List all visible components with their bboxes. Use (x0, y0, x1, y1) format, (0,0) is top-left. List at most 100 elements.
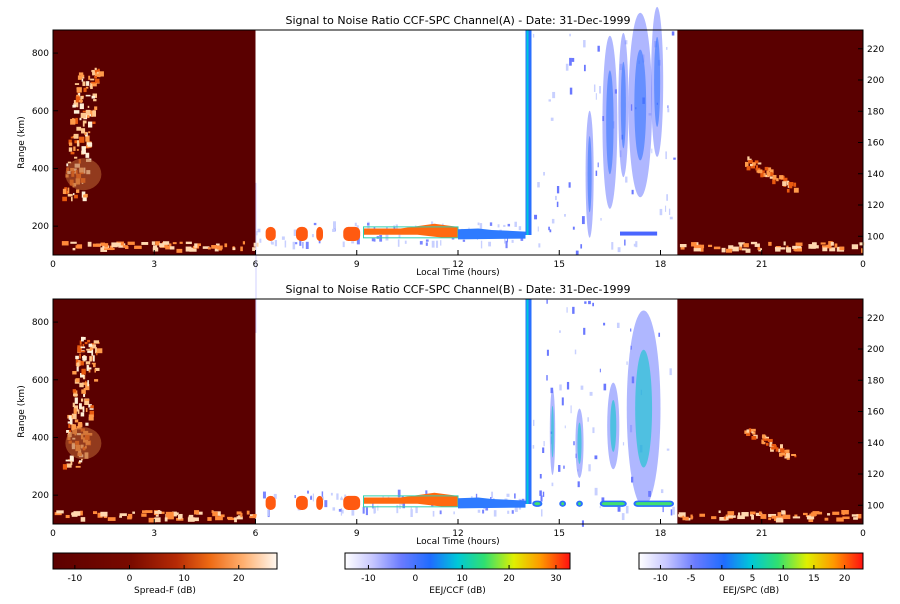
echo-mark (795, 242, 803, 246)
segment-eej-spc (525, 299, 675, 527)
colorbar-tick-label: 30 (550, 574, 562, 584)
ccf-speckle (425, 242, 428, 246)
colorbar-2: -10 -5 0 5 10 15 20 EEJ/SPC (dB) (638, 552, 864, 596)
plume-mark (95, 352, 98, 356)
chart-title: Signal to Noise Ratio CCF-SPC Channel(A)… (286, 14, 631, 27)
x-tick-label: 0 (50, 529, 56, 539)
ccf-speckle (366, 223, 370, 226)
spc-speckle (543, 441, 545, 447)
echo-mark (690, 514, 693, 520)
echo-mark (680, 515, 685, 518)
ccf-speckle (256, 231, 258, 236)
spc-speckle (631, 189, 634, 195)
plume-mark (85, 135, 90, 142)
plume-mark (76, 149, 79, 151)
plume-mark (783, 177, 788, 183)
spc-speckle (583, 327, 586, 335)
echo-mark (72, 247, 76, 251)
plume-mark (89, 410, 95, 418)
spc-speckle (538, 243, 541, 248)
echo-mark (246, 510, 250, 515)
plume-mark (76, 140, 80, 147)
spc-speckle (532, 33, 535, 38)
spc-speckle (566, 381, 570, 390)
spc-speckle (617, 247, 621, 253)
plume-mark (86, 113, 92, 117)
spc-speckle (539, 490, 542, 496)
echo-mark (155, 241, 160, 246)
segment-spread-f (677, 299, 863, 524)
echo-mark (859, 242, 865, 246)
plume-mark (85, 94, 91, 97)
ccf-speckle (332, 228, 336, 232)
spc-band-core (601, 502, 625, 506)
echo-mark (826, 244, 832, 249)
plume-mark (749, 163, 753, 167)
plume-mark (84, 398, 90, 401)
plume-mark (67, 161, 72, 164)
plume-mark (86, 142, 92, 145)
plume-mark (81, 148, 86, 154)
colorbar-tick-label: -10 (653, 574, 668, 584)
spc-band (620, 231, 658, 236)
plume-mark (771, 443, 776, 447)
plume-mark (746, 429, 750, 435)
plume-mark (84, 132, 87, 136)
echo-mark (79, 510, 83, 516)
ccf-speckle (511, 239, 514, 243)
echo-mark (152, 245, 158, 250)
echo-mark (861, 248, 864, 253)
spc-speckle (603, 383, 607, 391)
ccf-speckle (435, 240, 439, 248)
echo-mark (185, 246, 192, 252)
plume-mark (80, 373, 84, 378)
spc-speckle (625, 505, 629, 514)
ccf-speckle (488, 241, 492, 247)
plume-mark (752, 162, 756, 166)
echo-mark (841, 510, 849, 515)
ccf-speckle (273, 493, 277, 499)
echo-mark (211, 245, 217, 249)
plume-mark (68, 142, 73, 146)
echo-mark (100, 242, 105, 246)
echo-mark (176, 517, 184, 521)
plume-mark (82, 110, 87, 113)
spc-speckle (565, 63, 569, 71)
echo-mark (154, 510, 162, 514)
echo-mark (737, 515, 745, 520)
ccf-speckle (440, 240, 442, 246)
echo-mark (179, 241, 183, 244)
plume-mark (91, 110, 93, 117)
ccf-speckle (294, 495, 296, 499)
ccf-speckle (520, 237, 524, 241)
echo-mark (719, 516, 727, 521)
plume-mark (791, 453, 796, 457)
spc-speckle (673, 157, 676, 160)
ccf-speckle (310, 496, 313, 500)
ccf-speckle (518, 226, 522, 231)
x-tick-label: 3 (151, 529, 157, 539)
plume-mark (776, 178, 779, 182)
ccf-speckle (341, 496, 343, 499)
echo-mark (739, 244, 743, 248)
spc-speckle (651, 148, 653, 154)
spc-speckle (597, 45, 600, 52)
plume-mark (769, 176, 775, 179)
plume-mark (94, 368, 97, 373)
plume-mark (757, 169, 763, 174)
plume-mark (73, 146, 76, 151)
ccf-speckle (479, 223, 483, 230)
echo-mark (803, 512, 808, 516)
ccf-speckle (292, 241, 296, 250)
plume-mark (62, 188, 67, 195)
y2-tick-label: 100 (867, 501, 884, 511)
y-tick-label: 400 (32, 433, 49, 443)
ccf-speckle (396, 505, 399, 514)
plume-mark (88, 414, 94, 421)
y2-tick-label: 160 (867, 139, 884, 149)
ccf-speckle (293, 229, 297, 236)
plume-mark (75, 96, 80, 103)
echo-mark (815, 511, 823, 515)
plume-mark (90, 78, 95, 81)
y2-tick-label: 120 (867, 201, 884, 211)
